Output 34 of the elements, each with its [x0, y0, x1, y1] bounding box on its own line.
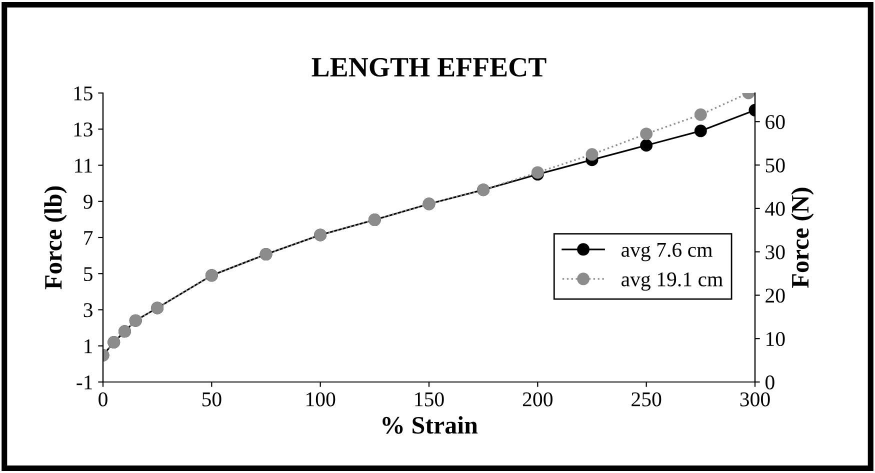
y2-tick-label: 30: [766, 245, 785, 260]
y-tick-label: 9: [84, 194, 92, 209]
y2-tick-label: 20: [766, 288, 785, 303]
y2-tick-label: 0: [766, 375, 774, 390]
y-tick-label: 3: [84, 303, 92, 318]
y-tick-label: 15: [74, 86, 92, 100]
y-tick-label: 1: [84, 339, 92, 354]
y2-axis-title: Force (N): [791, 188, 814, 288]
y2-tick-label: 10: [766, 332, 785, 346]
point: [586, 148, 598, 161]
x-tick-label: 300: [740, 392, 770, 406]
x-tick-label: 250: [632, 392, 662, 406]
y2-tick-label: 50: [766, 158, 785, 172]
y2-tick-label: 40: [765, 202, 785, 216]
point: [640, 128, 653, 140]
y-tick-label: 5: [84, 267, 92, 282]
y-tick-label: 11: [75, 158, 92, 172]
point: [694, 108, 707, 121]
x-tick-label: 50: [202, 392, 222, 406]
y-tick-label: 13: [74, 122, 92, 137]
y-tick-label: 7: [84, 231, 93, 245]
legend-label: avg 7.6 cm: [622, 242, 712, 262]
x-tick-label: 100: [306, 392, 336, 406]
point: [694, 124, 707, 138]
x-tick-label: 150: [415, 392, 444, 406]
y2-tick-label: 60: [766, 115, 785, 130]
x-tick-label: 0: [98, 392, 108, 406]
y-tick-label: -1: [76, 375, 92, 390]
y-axis-title: Force (lb): [44, 186, 67, 290]
x-axis-title: % Strain: [382, 416, 478, 434]
x-tick-label: 200: [522, 392, 552, 406]
chart-title: LENGTH EFFECT: [312, 58, 546, 77]
point: [640, 139, 653, 152]
legend-label: avg 19.1 cm: [622, 272, 723, 291]
